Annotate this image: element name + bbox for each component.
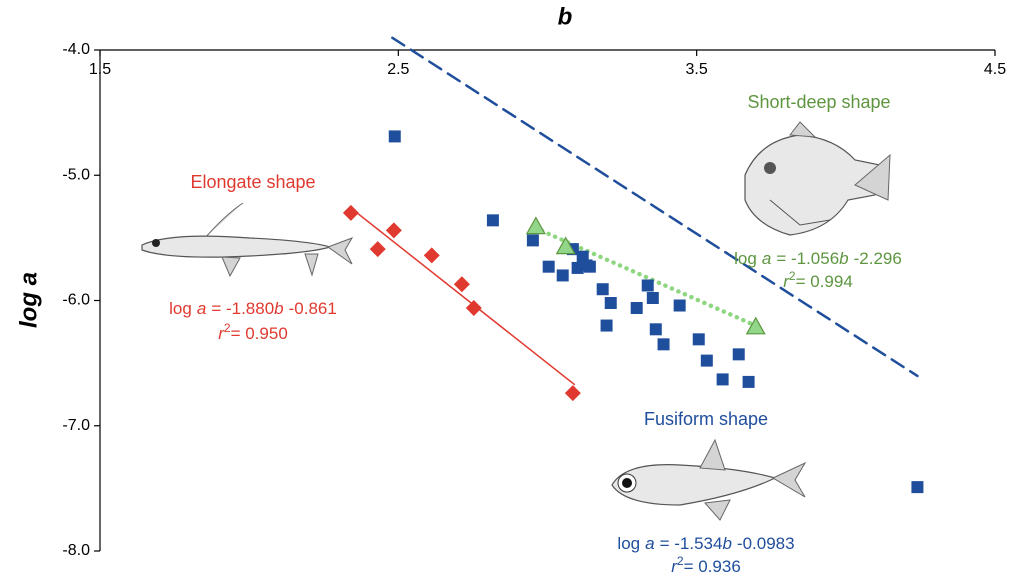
- elongate-fish: [141, 202, 354, 278]
- data-point: [423, 247, 440, 264]
- r2-symbol: r: [783, 272, 790, 291]
- data-point: [583, 260, 596, 273]
- fit-line: [349, 207, 576, 386]
- series-label: Elongate shape: [190, 172, 315, 192]
- x-tick-label: 1.5: [89, 61, 111, 78]
- data-point: [556, 269, 569, 282]
- fit-line: [391, 36, 919, 378]
- r-squared: r2= 0.936: [671, 554, 741, 576]
- data-point: [657, 338, 670, 351]
- r-squared: r2= 0.950: [218, 321, 288, 343]
- data-point: [649, 323, 662, 336]
- data-point: [692, 333, 705, 346]
- equation-part: log: [617, 534, 640, 553]
- data-point: [745, 316, 766, 335]
- y-tick-label: -6.0: [62, 292, 90, 309]
- data-point: [646, 291, 659, 304]
- r2-exponent: 2: [789, 269, 796, 283]
- equation-part: b: [722, 534, 731, 553]
- data-point: [525, 216, 546, 235]
- equation-part: -0.861: [289, 299, 337, 318]
- x-tick-label: 4.5: [984, 61, 1006, 78]
- data-point: [732, 348, 745, 361]
- data-point: [453, 276, 470, 293]
- data-point: [600, 319, 613, 332]
- r2-exponent: 2: [224, 321, 231, 335]
- r2-exponent: 2: [677, 554, 684, 568]
- equation-part: = -1.056: [776, 249, 839, 268]
- r2-value: = 0.950: [231, 324, 288, 343]
- equation-part: -2.296: [854, 249, 902, 268]
- x-tick-label: 2.5: [387, 61, 409, 78]
- equation-part: a: [645, 534, 654, 553]
- y-tick-label: -8.0: [62, 542, 90, 559]
- equation: log a = -1.056b -2.296: [734, 249, 902, 268]
- y-tick-label: -4.0: [62, 41, 90, 58]
- y-tick-label: -7.0: [62, 417, 90, 434]
- r2-value: = 0.994: [796, 272, 853, 291]
- equation-part: = -1.534: [660, 534, 723, 553]
- data-point: [465, 300, 482, 317]
- equation-part: a: [762, 249, 771, 268]
- short-deep-fish: [744, 121, 891, 236]
- data-point: [641, 279, 654, 292]
- series-label: Fusiform shape: [644, 409, 768, 429]
- equation-part: b: [839, 249, 848, 268]
- r2-value: = 0.936: [684, 557, 741, 576]
- data-point: [526, 234, 539, 247]
- equation: log a = -1.534b -0.0983: [617, 534, 794, 553]
- data-point: [542, 260, 555, 273]
- r-squared: r2= 0.994: [783, 269, 853, 291]
- data-point: [604, 297, 617, 310]
- data-point: [742, 375, 755, 388]
- data-point: [596, 283, 609, 296]
- data-point: [385, 222, 402, 239]
- fit-line: [533, 225, 759, 329]
- data-point: [486, 214, 499, 227]
- y-tick-label: -5.0: [62, 166, 90, 183]
- data-point: [369, 241, 386, 258]
- equation-part: b: [274, 299, 283, 318]
- equation-part: -0.0983: [737, 534, 795, 553]
- x-tick-label: 3.5: [686, 61, 708, 78]
- data-point: [555, 236, 576, 255]
- equation-part: = -1.880: [211, 299, 274, 318]
- data-point: [716, 373, 729, 386]
- fusiform-fish: [611, 438, 807, 521]
- data-point: [911, 481, 924, 494]
- series-label: Short-deep shape: [747, 92, 890, 112]
- y-axis-title: log a: [15, 272, 42, 328]
- equation-part: a: [197, 299, 206, 318]
- data-point: [388, 130, 401, 143]
- equation-part: log: [734, 249, 757, 268]
- equation: log a = -1.880b -0.861: [169, 299, 337, 318]
- equation-part: log: [169, 299, 192, 318]
- data-point: [630, 302, 643, 315]
- x-axis-title: b: [558, 3, 573, 30]
- data-point: [700, 354, 713, 367]
- r2-symbol: r: [671, 557, 678, 576]
- data-point: [342, 204, 359, 221]
- data-point: [564, 385, 581, 402]
- data-point: [673, 299, 686, 312]
- r2-symbol: r: [218, 324, 225, 343]
